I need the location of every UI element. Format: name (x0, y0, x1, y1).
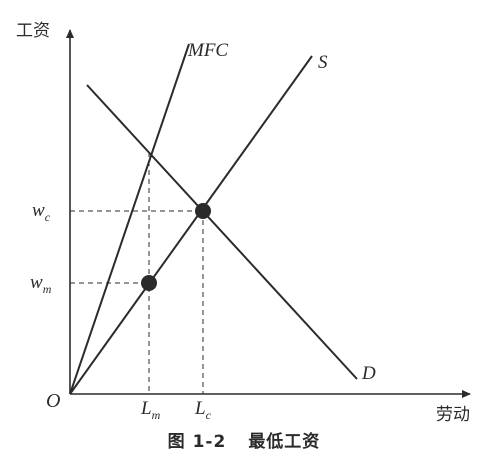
competitive-equilibrium-point (195, 203, 211, 219)
monopsony-point (141, 275, 157, 291)
demand-curve (86, 84, 358, 380)
origin-label: O (46, 390, 60, 412)
figure-caption: 图 1-2 最低工资 (0, 427, 488, 452)
figure-title: 最低工资 (248, 432, 321, 452)
mfc-curve (69, 43, 190, 395)
mfc-label: MFC (187, 40, 228, 61)
lc-tick-label: Lc (194, 398, 212, 422)
supply-label: S (318, 52, 328, 73)
y-axis-label: 工资 (16, 21, 50, 41)
demand-label: D (361, 363, 376, 384)
wc-tick-label: wc (32, 200, 51, 224)
supply-curve (69, 55, 313, 395)
x-axis-label: 劳动 (436, 405, 470, 425)
lm-tick-label: Lm (140, 398, 161, 422)
wm-tick-label: wm (30, 272, 52, 296)
figure-number: 图 1-2 (167, 432, 227, 452)
